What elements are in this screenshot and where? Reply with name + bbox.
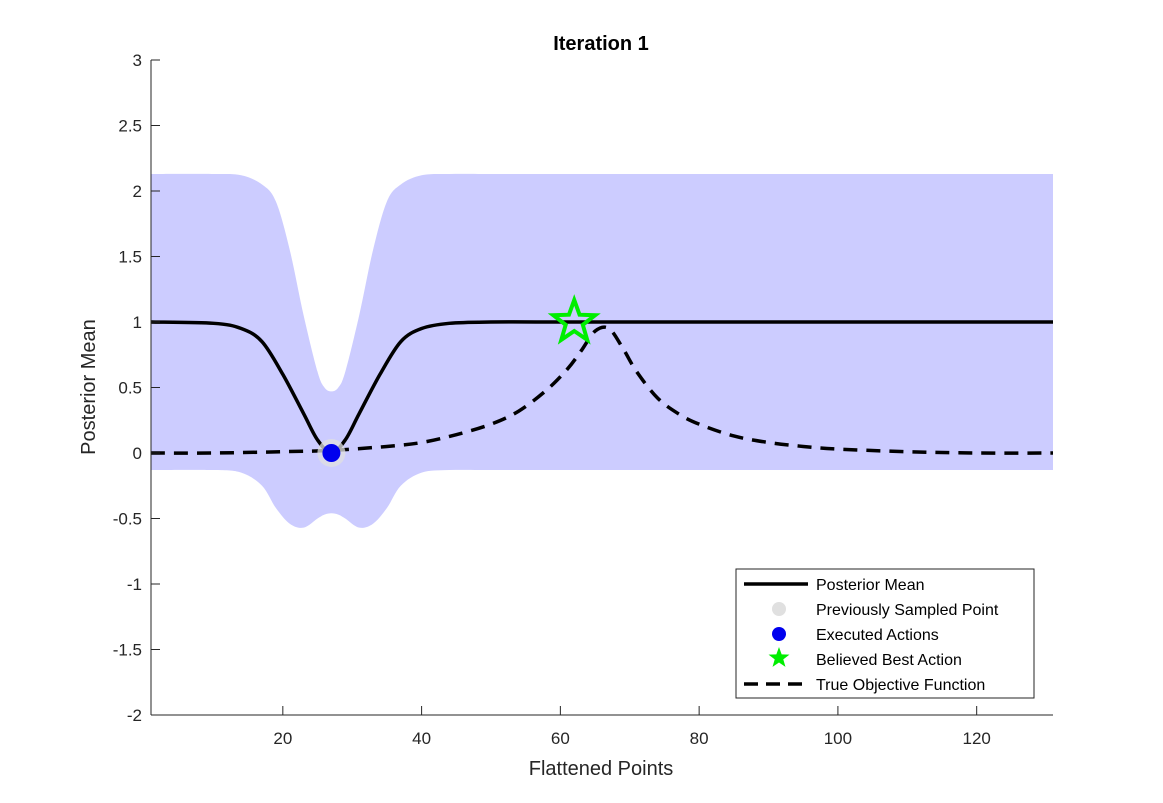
x-tick-label: 100 (824, 729, 852, 748)
x-tick-label: 60 (551, 729, 570, 748)
true-objective-line (150, 325, 1054, 455)
x-tick-label: 40 (412, 729, 431, 748)
legend-label: Believed Best Action (816, 652, 962, 669)
y-tick-label: 1.5 (118, 248, 142, 267)
x-tick-label: 120 (962, 729, 990, 748)
y-tick-label: 0 (133, 444, 142, 463)
chart-title: Iteration 1 (553, 33, 649, 55)
y-tick-label: 2.5 (118, 117, 142, 136)
posterior-mean-line (150, 320, 1053, 455)
legend-item-previously-sampled: Previously Sampled Point (772, 602, 999, 619)
legend-item-executed-actions: Executed Actions (772, 627, 939, 644)
legend: Posterior Mean Previously Sampled Point … (735, 568, 1035, 699)
y-tick-label: -1 (127, 575, 142, 594)
y-axis-label: Posterior Mean (78, 319, 100, 455)
y-tick-label: -2 (127, 706, 142, 725)
y-tick-label: 3 (133, 51, 142, 70)
legend-item-true-objective: True Objective Function (744, 677, 985, 694)
x-axis-label: Flattened Points (529, 758, 674, 780)
y-tick-label: 1 (133, 313, 142, 332)
legend-item-believed-best: Believed Best Action (768, 647, 962, 669)
legend-label: Previously Sampled Point (816, 602, 999, 619)
y-tick-label: -1.5 (113, 641, 142, 660)
believed-best-action-marker (547, 294, 601, 345)
legend-item-posterior-mean: Posterior Mean (744, 577, 925, 594)
legend-circle-icon (772, 602, 786, 616)
plot-area (150, 173, 1054, 528)
legend-star-icon (768, 647, 790, 667)
axes: 3 2.5 2 1.5 1 0.5 0 -0.5 -1 -1.5 -2 20 40 60 80 100 120 (113, 51, 1053, 748)
confidence-band (151, 173, 1053, 528)
y-tick-label: 0.5 (118, 379, 142, 398)
legend-circle-icon (772, 627, 786, 641)
legend-label: Posterior Mean (816, 577, 925, 594)
x-tick-label: 20 (273, 729, 292, 748)
legend-label: Executed Actions (816, 627, 939, 644)
executed-action-point (322, 444, 341, 462)
legend-label: True Objective Function (816, 677, 985, 694)
x-tick-label: 80 (690, 729, 709, 748)
y-tick-label: -0.5 (113, 510, 142, 529)
y-tick-label: 2 (133, 182, 142, 201)
